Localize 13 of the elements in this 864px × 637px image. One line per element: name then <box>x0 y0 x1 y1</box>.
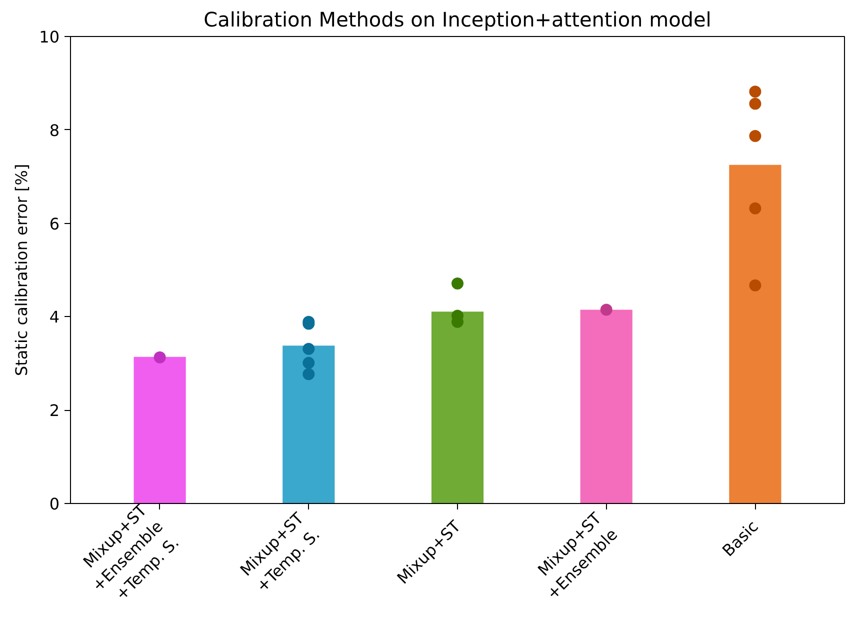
bar <box>134 356 186 504</box>
bar <box>431 312 484 504</box>
y-tick-label: 4 <box>49 308 60 327</box>
y-tick-label: 10 <box>39 28 60 46</box>
bar <box>580 310 632 504</box>
y-axis-title: Static calibration error [%] <box>12 164 32 376</box>
bar <box>729 164 782 504</box>
bar <box>282 346 335 504</box>
y-tick-label: 2 <box>49 401 60 420</box>
chart-title: Calibration Methods on Inception+attention model <box>204 8 712 32</box>
y-tick-label: 8 <box>49 120 60 140</box>
y-tick-label: 6 <box>49 214 60 234</box>
y-tick-label: 0 <box>49 494 60 514</box>
